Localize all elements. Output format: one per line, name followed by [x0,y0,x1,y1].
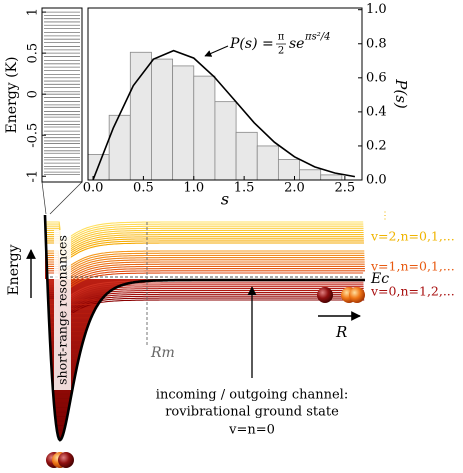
level-curve [47,270,365,291]
x-axis-label: s [221,190,229,209]
y-axis-label: P(s) [392,78,410,109]
x-tick-label: 0.0 [83,181,104,196]
level-curve [47,288,364,309]
curve [92,49,356,181]
rm-label: Rm [150,345,175,361]
formula-part: se [289,36,304,52]
formula: P(s) = π 2 se πs²/4 [229,32,330,57]
atom [349,287,365,303]
level-label: v=0,n=1,2,... [370,284,455,299]
level-curve [46,263,365,285]
channel-text: v=n=0 [228,423,275,438]
level-curve [46,259,365,280]
level-curve [46,268,365,289]
x-tick-label: 1.5 [234,181,255,196]
level-curve [46,252,365,274]
level-curve [47,291,364,313]
level-curve [46,254,365,276]
x-tick-label: 0.5 [133,181,154,196]
level-curve [47,272,364,293]
bar [320,174,343,181]
axes-frame [87,7,363,181]
level-curve [46,242,364,263]
y-tick-label: 0.8 [366,36,387,51]
y-tick-label: 0.6 [366,70,387,85]
resonance-label: short-range resonances [55,235,70,385]
bar [277,159,300,181]
level-curves [45,221,365,431]
energy-label: Energy [6,244,22,295]
y-tick-label: 0.2 [366,138,387,153]
channel-text: incoming / outgoing channel: [156,388,348,403]
level-curve [45,225,364,247]
level-curve [45,240,364,261]
bar [299,169,322,181]
bar [108,114,131,181]
level-label: v=2,n=0,1,... [370,229,455,244]
atom [58,452,74,468]
level-curve [45,227,364,249]
axes-frame [41,7,83,183]
level-curve [45,221,364,242]
y-axis-label: Energy (K) [4,57,20,134]
bar [193,75,216,181]
bar [151,58,174,181]
level-curve [45,223,364,244]
y-tick-label: 1 [26,8,41,16]
level-curve [46,250,365,271]
annotation-arrow [204,45,229,57]
x-tick-label: 2.5 [335,181,356,196]
level-curve [47,293,364,314]
y-tick-label: 0.4 [366,104,387,119]
bar [235,131,258,181]
bar [256,145,279,181]
level-curve [46,257,365,278]
level-curve [45,231,364,253]
x-tick-label: 2.0 [284,181,305,196]
formula-part: πs²/4 [304,32,330,43]
formula-part: π [278,32,285,43]
zoom-line [41,181,47,215]
level-curve [47,289,364,311]
y-tick-label: 0 [26,90,41,98]
y-tick-label: 1.0 [366,2,387,17]
potential-diagram: Rm short-range resonances Energy v=2,n=0… [6,211,455,468]
level-curve [45,234,364,255]
level-curve [47,282,364,303]
ground-potential [43,214,365,442]
level-curve [45,229,364,251]
y-tick-label: -0.5 [26,123,41,148]
level-curve [46,265,365,287]
level-curve [45,238,364,259]
y-tick-label: 0.5 [26,43,41,64]
level-ellipsis: ⋮ [380,211,390,222]
distance-label: R [335,323,347,341]
threshold-label: Ec [370,271,389,287]
formula-part: P(s) = [229,36,274,52]
level-curve [46,261,365,282]
potential-well-fill [45,215,200,440]
bar [172,65,195,181]
level-curve [47,286,364,307]
level-curve [47,284,364,305]
bar [129,51,152,181]
zoom-line [49,181,83,215]
atom [317,287,333,303]
resonance-box [54,230,71,390]
x-tick-label: 1.0 [183,181,204,196]
y-tick-label: -1 [26,170,41,183]
channel-text: rovibrational ground state [165,405,339,420]
y-tick-label: 0.0 [366,173,387,188]
level-label: v=1,n=0,1,... [370,259,455,274]
level-curve [45,236,364,257]
bar [214,101,237,181]
formula-part: 2 [278,46,284,57]
